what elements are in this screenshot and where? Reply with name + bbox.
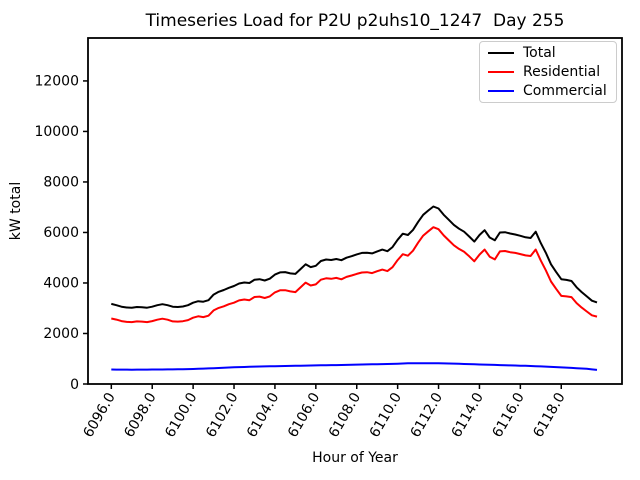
x-tick-label: 6114.0: [449, 390, 487, 440]
x-tick-label: 6096.0: [80, 390, 118, 440]
x-tick-label: 6118.0: [530, 390, 568, 440]
x-tick-label: 6116.0: [489, 390, 527, 440]
legend-entry-commercial: Commercial: [488, 84, 608, 98]
y-tick-label: 12000: [34, 74, 79, 90]
y-tick-label: 2000: [43, 326, 79, 342]
y-tick-label: 0: [70, 377, 79, 393]
series-line-commercial: [111, 362, 598, 371]
legend: Total Residential Commercial: [479, 41, 617, 103]
legend-entry-residential: Residential: [488, 65, 608, 79]
x-tick-label: 6100.0: [162, 390, 200, 440]
y-tick-label: 4000: [43, 276, 79, 292]
series-lines: [111, 205, 598, 371]
y-axis-label: kW total: [8, 182, 24, 240]
legend-line-total: [488, 52, 514, 55]
legend-label-residential: Residential: [523, 63, 601, 80]
x-tick-label: 6102.0: [203, 390, 241, 440]
x-tick-label: 6104.0: [244, 390, 282, 440]
axes-frame: [87, 37, 623, 385]
legend-label-commercial: Commercial: [523, 82, 607, 99]
y-axis-ticks: 0 2000 4000 6000 8000 10000 12000: [34, 74, 88, 393]
series-line-total: [111, 205, 598, 309]
x-axis-label: Hour of Year: [312, 450, 398, 466]
x-tick-label: 6106.0: [285, 390, 323, 440]
x-tick-label: 6110.0: [367, 390, 405, 440]
series-line-residential: [111, 226, 598, 324]
legend-line-commercial: [488, 89, 514, 92]
x-tick-label: 6112.0: [408, 390, 446, 440]
legend-label-total: Total: [523, 45, 556, 62]
y-tick-label: 6000: [43, 225, 79, 241]
x-tick-label: 6098.0: [121, 390, 159, 440]
chart-title: Timeseries Load for P2U p2uhs10_1247 Day…: [145, 11, 565, 31]
legend-line-residential: [488, 70, 514, 73]
x-axis-ticks: 6096.0 6098.0 6100.0 6102.0 6104.0 6106.0 6108…: [80, 384, 569, 440]
legend-entry-total: Total: [488, 46, 608, 60]
y-tick-label: 10000: [34, 124, 79, 140]
x-tick-label: 6108.0: [326, 390, 364, 440]
y-tick-label: 8000: [43, 175, 79, 191]
